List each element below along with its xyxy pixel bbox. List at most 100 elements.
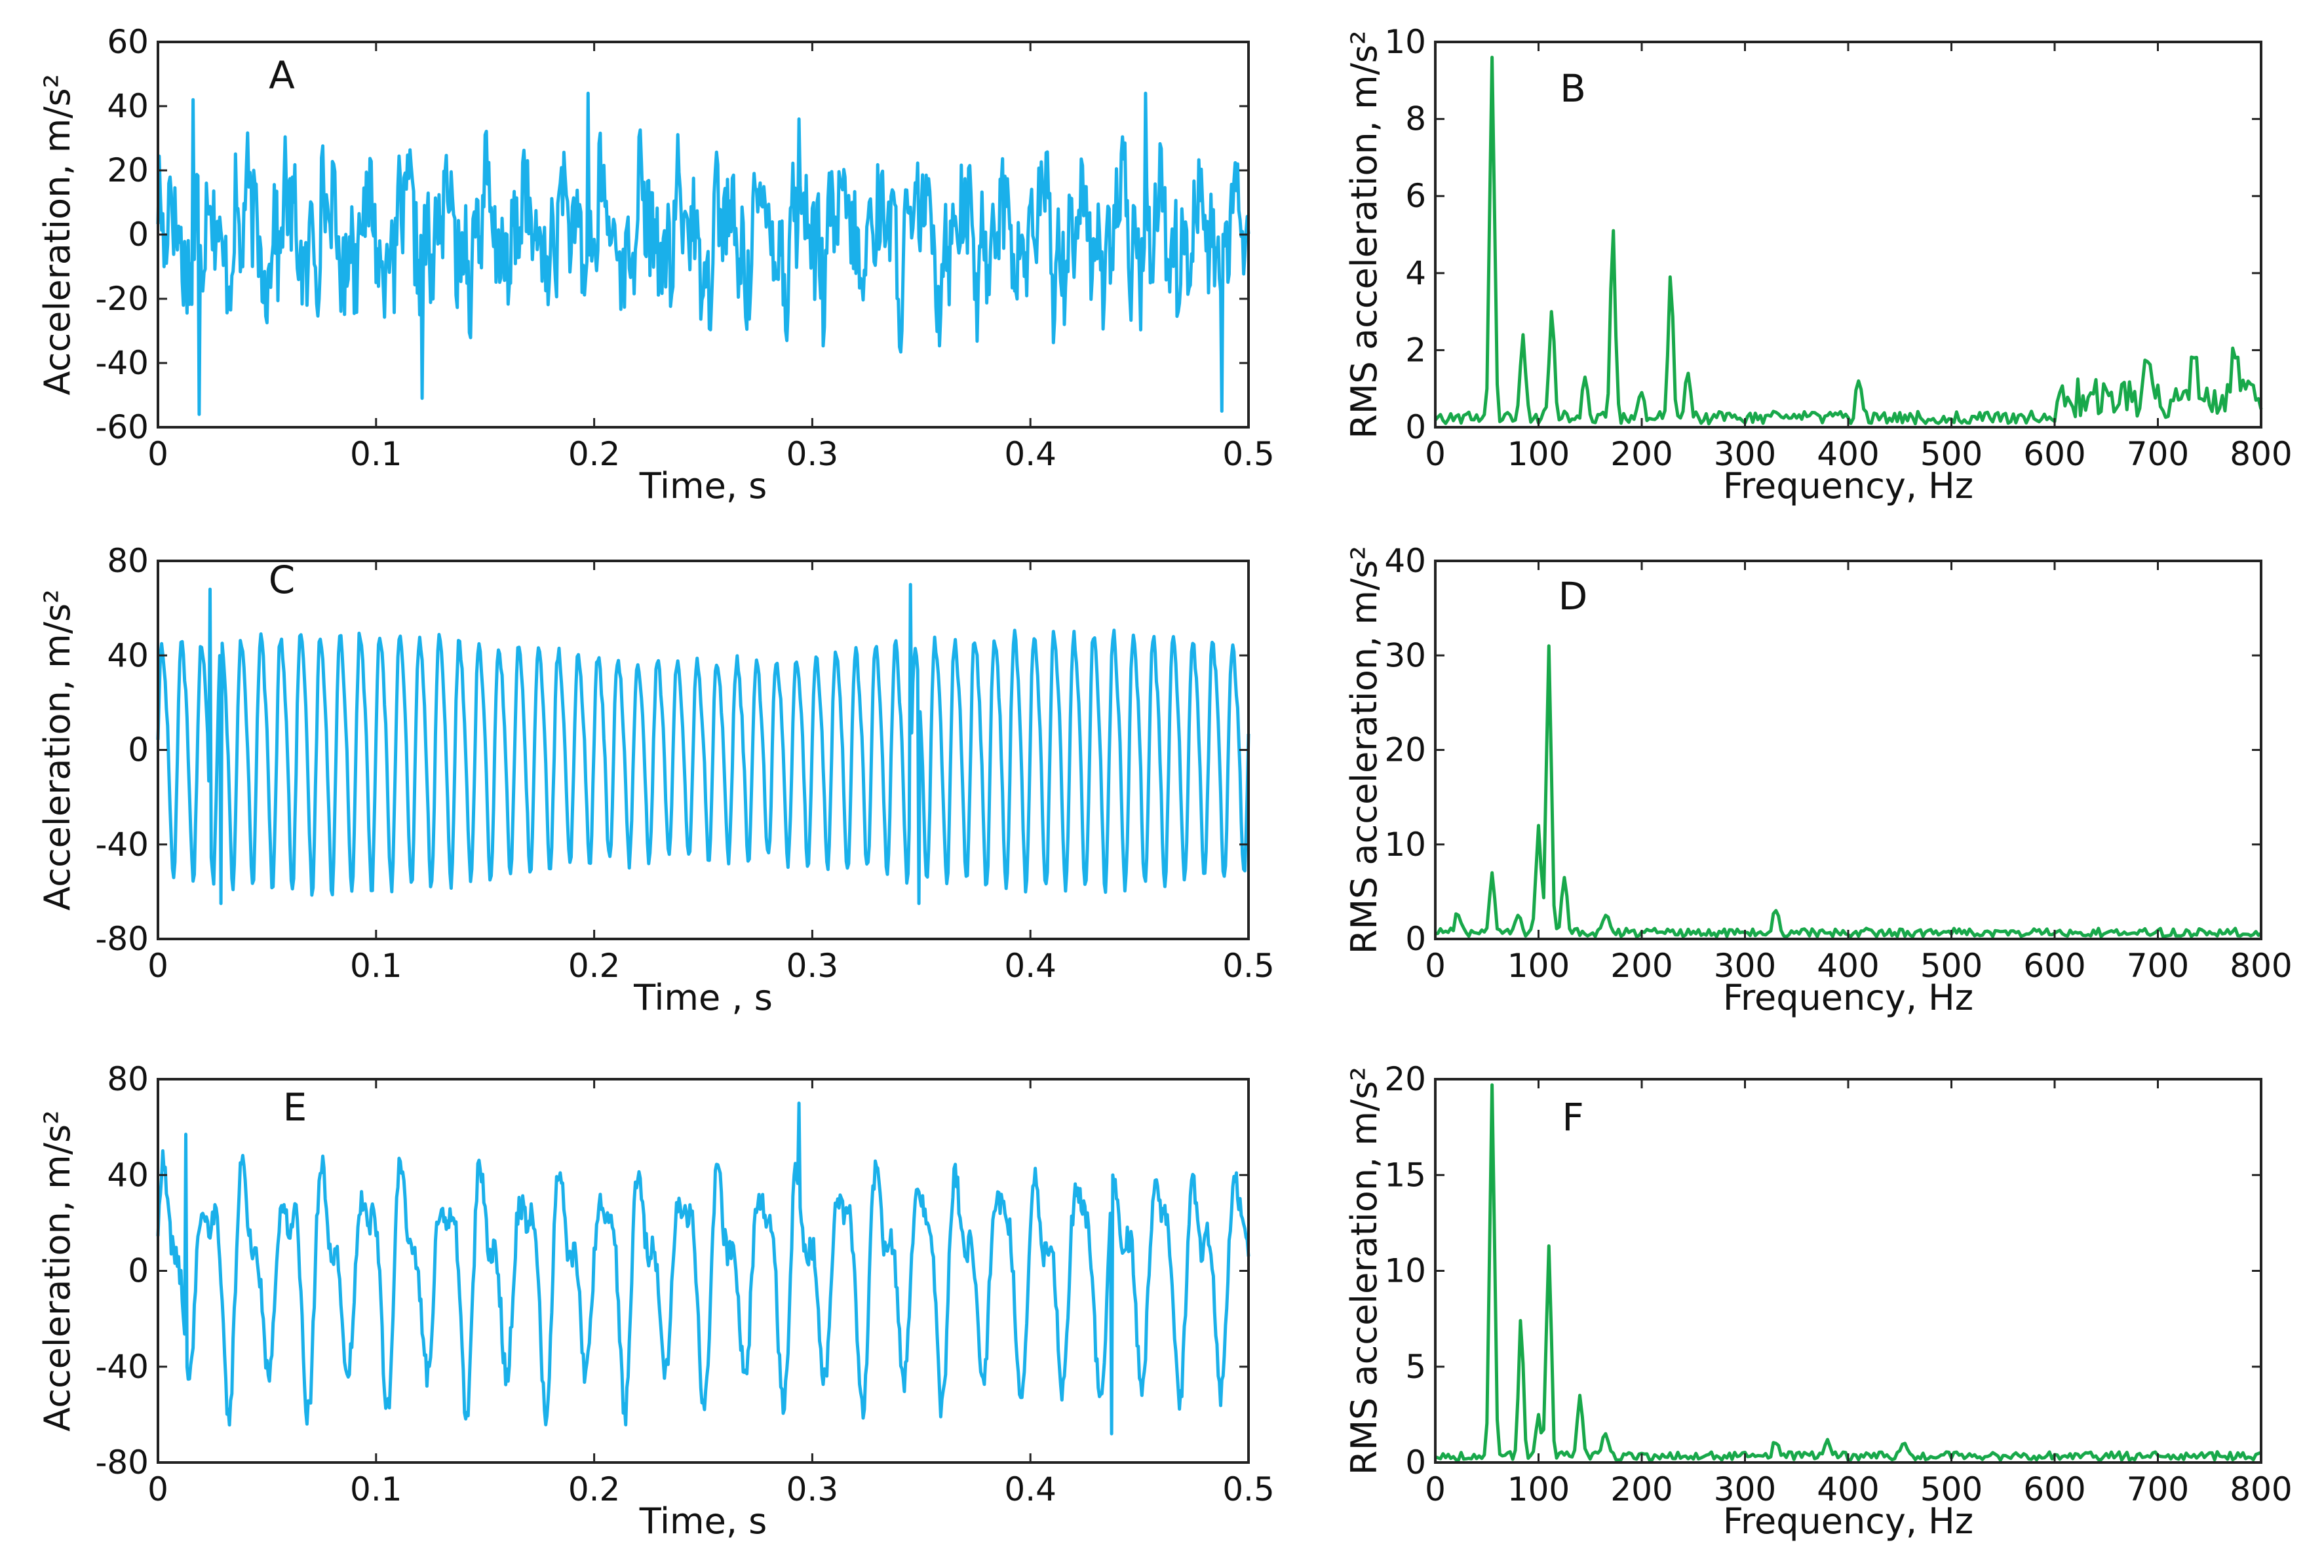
plot-frame <box>1434 1078 2262 1464</box>
x-axis-label: Frequency, Hz <box>1723 977 1973 1018</box>
y-tick-label: 40 <box>107 1156 149 1194</box>
series-line-a <box>156 91 1250 416</box>
y-tick-label: 60 <box>107 23 149 61</box>
x-tick-label: 0.3 <box>786 1470 839 1508</box>
x-tick-label: 500 <box>1920 947 1983 985</box>
x-tick-label: 0.2 <box>568 435 621 473</box>
panel-label: D <box>1559 574 1588 619</box>
x-tick-label: 0.4 <box>1004 1470 1056 1508</box>
series-line-f <box>1435 1083 2262 1462</box>
x-tick-label: 0 <box>1425 435 1446 473</box>
panel-label: E <box>283 1085 307 1130</box>
panel-label: F <box>1562 1095 1583 1139</box>
y-tick-label: -40 <box>95 344 149 382</box>
x-tick-label: 400 <box>1817 947 1879 985</box>
y-tick-label: 10 <box>1384 826 1426 864</box>
x-tick-label: 0.5 <box>1222 1470 1275 1508</box>
x-axis-label: Time, s <box>639 465 767 507</box>
x-tick-label: 200 <box>1610 1470 1673 1508</box>
y-tick-label: 0 <box>1405 408 1426 446</box>
series-line-c <box>156 583 1250 906</box>
x-tick-label: 500 <box>1920 1470 1983 1508</box>
y-tick-label: 80 <box>107 1060 149 1098</box>
y-axis-label: RMS acceleration, m/s² <box>1344 546 1385 954</box>
x-axis-label: Frequency, Hz <box>1723 465 1973 507</box>
y-tick-label: 20 <box>107 151 149 189</box>
y-axis-label: Acceleration, m/s² <box>37 1110 78 1431</box>
series-line-b <box>1434 56 2263 426</box>
y-axis-label: RMS acceleration, m/s² <box>1344 30 1385 438</box>
panel-c: 0 0.1 0.2 0.3 0.4 0.5 80 40 0 -40 -80 Time , s Accel… <box>37 542 1275 1018</box>
x-tick-label: 0 <box>147 947 168 985</box>
panel-label: A <box>269 53 295 98</box>
panel-label: C <box>269 558 296 602</box>
y-tick-label: 30 <box>1384 636 1426 674</box>
y-tick-label: 8 <box>1405 100 1426 138</box>
x-tick-label: 0 <box>147 1470 168 1508</box>
panel-d: 0 100 200 300 400 500 600 700 800403020100Freque… <box>1344 542 2293 1018</box>
x-tick-label: 700 <box>2127 1470 2189 1508</box>
y-tick-label: 10 <box>1384 1252 1426 1290</box>
y-tick-label: 4 <box>1405 254 1426 292</box>
x-tick-label: 300 <box>1714 435 1776 473</box>
y-axis-label: Acceleration, m/s² <box>37 589 78 910</box>
x-tick-label: 600 <box>2023 947 2085 985</box>
y-tick-label: 20 <box>1384 731 1426 769</box>
x-tick-label: 300 <box>1714 1470 1776 1508</box>
x-tick-label: 0.4 <box>1004 435 1056 473</box>
y-tick-label: 6 <box>1405 177 1426 215</box>
x-tick-label: 0.5 <box>1222 435 1275 473</box>
y-tick-label: 2 <box>1405 331 1426 369</box>
y-tick-label: 0 <box>128 216 149 254</box>
y-axis-label: Acceleration, m/s² <box>37 74 78 395</box>
x-tick-label: 0.3 <box>786 435 839 473</box>
x-tick-label: 0.4 <box>1004 947 1056 985</box>
y-tick-label: -20 <box>95 280 149 318</box>
x-axis-label: Time , s <box>633 977 773 1018</box>
y-tick-label: -40 <box>95 826 149 864</box>
x-tick-label: 400 <box>1817 1470 1879 1508</box>
x-tick-label: 0 <box>147 435 168 473</box>
y-tick-label: 40 <box>107 636 149 674</box>
x-tick-label: 700 <box>2127 435 2189 473</box>
plot-frame <box>1434 41 2262 429</box>
x-tick-label: 0.2 <box>568 947 621 985</box>
x-tick-label: 100 <box>1507 435 1570 473</box>
x-tick-label: 600 <box>2023 435 2085 473</box>
x-tick-label: 0.2 <box>568 1470 621 1508</box>
y-tick-label: -80 <box>95 920 149 958</box>
x-tick-label: 100 <box>1507 1470 1570 1508</box>
y-tick-label: 0 <box>1405 1444 1426 1482</box>
y-tick-label: 10 <box>1384 23 1426 61</box>
y-tick-label: 40 <box>107 87 149 125</box>
y-tick-label: -60 <box>95 408 149 446</box>
x-tick-label: 0 <box>1425 947 1446 985</box>
y-tick-label: 20 <box>1384 1060 1426 1098</box>
x-tick-label: 100 <box>1507 947 1570 985</box>
x-tick-label: 500 <box>1920 435 1983 473</box>
panel-f: 0 100 200 300 400 500 600 700 800 20 15 10 5 0 Frequen… <box>1344 1060 2293 1542</box>
panel-a: 0 0.1 0.2 0.3 0.4 0.5 60 40 20 0 -20 -40 -60 Time, s A… <box>37 23 1275 507</box>
x-tick-label: 700 <box>2127 947 2189 985</box>
series-line-e <box>156 1101 1250 1436</box>
y-axis-label: RMS acceleration, m/s² <box>1344 1067 1385 1475</box>
x-tick-label: 0.3 <box>786 947 839 985</box>
y-tick-label: 0 <box>128 1252 149 1290</box>
x-tick-label: 800 <box>2230 1470 2292 1508</box>
x-tick-label: 800 <box>2230 435 2292 473</box>
y-tick-label: 80 <box>107 542 149 580</box>
y-tick-label: 5 <box>1405 1348 1426 1386</box>
x-tick-label: 0.1 <box>350 947 402 985</box>
x-tick-label: 600 <box>2023 1470 2085 1508</box>
y-tick-label: 15 <box>1384 1156 1426 1194</box>
x-axis-label: Time, s <box>639 1501 767 1542</box>
y-tick-label: 40 <box>1384 542 1426 580</box>
x-tick-label: 200 <box>1610 435 1673 473</box>
y-tick-label: -40 <box>95 1348 149 1386</box>
x-tick-label: 0 <box>1425 1470 1446 1508</box>
x-tick-label: 0.1 <box>350 1470 402 1508</box>
x-tick-label: 200 <box>1610 947 1673 985</box>
x-axis-label: Frequency, Hz <box>1723 1501 1973 1542</box>
panel-e: 0 0.1 0.2 0.3 0.4 0.5 80 40 0 -40 -80 Time, s Accele… <box>37 1060 1275 1542</box>
